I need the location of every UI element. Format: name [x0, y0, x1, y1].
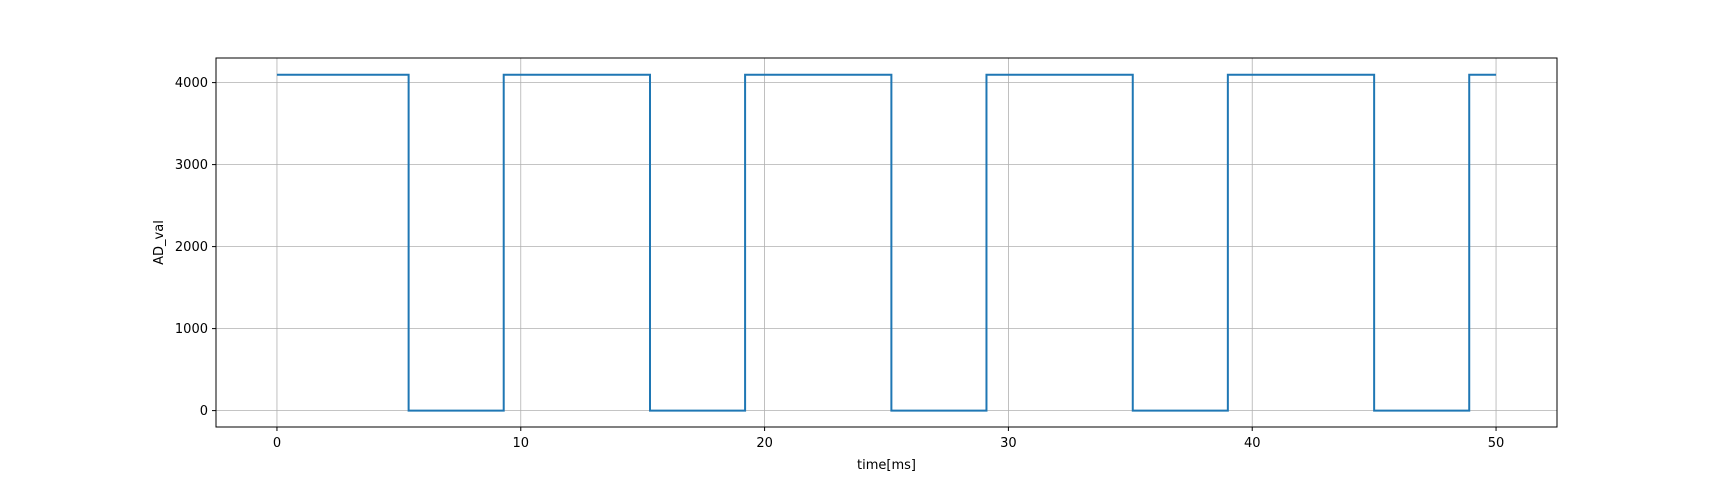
- y-axis-label: AD_val: [152, 220, 167, 265]
- x-tick-label: 0: [273, 436, 281, 451]
- ticks: 0 10 20 30 40 50 0 1000 2000 3000 4000: [175, 76, 1504, 451]
- x-axis-label: time[ms]: [857, 458, 916, 473]
- series-line: [276, 73, 1497, 412]
- x-tick-label: 10: [512, 436, 529, 451]
- x-tick-label: 30: [1000, 436, 1017, 451]
- plot-background: [216, 58, 1557, 427]
- y-tick-label: 1000: [175, 322, 208, 337]
- series-layer: [276, 73, 1497, 412]
- y-tick-label: 4000: [175, 76, 208, 91]
- y-tick-label: 2000: [175, 240, 208, 255]
- x-tick-label: 20: [756, 436, 773, 451]
- x-tick-label: 50: [1488, 436, 1505, 451]
- y-tick-label: 3000: [175, 158, 208, 173]
- x-tick-label: 40: [1244, 436, 1261, 451]
- plot-frame: [215, 57, 1558, 428]
- y-tick-label: 0: [200, 404, 208, 419]
